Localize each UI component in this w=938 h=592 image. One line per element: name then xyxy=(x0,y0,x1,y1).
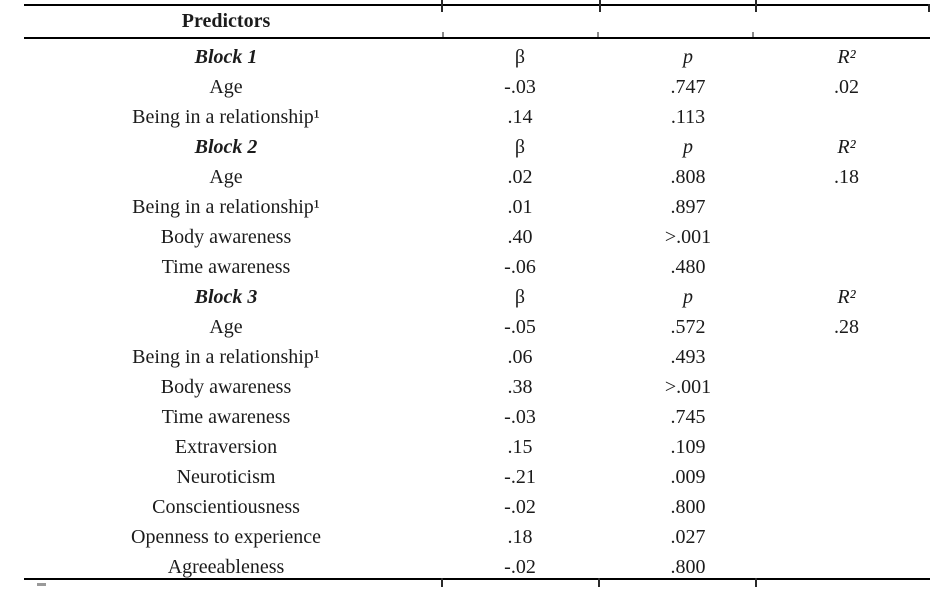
predictor-row: Time awareness -.03 .745 xyxy=(0,402,938,432)
beta-value-cell: .18 xyxy=(507,525,533,548)
table-corner-tick xyxy=(928,4,930,12)
predictor-name-cell: Openness to experience xyxy=(131,525,321,548)
predictor-name-cell: Being in a relationship¹ xyxy=(132,105,320,128)
predictor-name-cell: Agreeableness xyxy=(167,555,285,578)
predictor-name-cell: Age xyxy=(209,75,243,98)
predictor-row: Agreeableness -.02 .800 xyxy=(0,552,938,582)
beta-value-cell: .06 xyxy=(507,345,533,368)
p-value-cell: .800 xyxy=(670,495,706,518)
table-top-rule xyxy=(24,4,930,6)
predictor-row: Body awareness .40 >.001 xyxy=(0,222,938,252)
p-value-cell: .109 xyxy=(670,435,706,458)
predictor-name-cell: Being in a relationship¹ xyxy=(132,195,320,218)
block-header-row: Block 2 β p R² xyxy=(0,132,938,162)
column-border-tick xyxy=(755,578,757,587)
predictor-name-cell: Block 1 xyxy=(194,45,258,68)
beta-value-cell: .14 xyxy=(507,105,533,128)
predictor-name-cell: Body awareness xyxy=(160,375,292,398)
beta-value-cell: -.02 xyxy=(504,555,536,578)
predictor-row: Being in a relationship¹ .01 .897 xyxy=(0,192,938,222)
p-value-cell: .493 xyxy=(670,345,706,368)
beta-value-cell: β xyxy=(514,285,526,308)
predictor-row: Being in a relationship¹ .14 .113 xyxy=(0,102,938,132)
predictor-row: Conscientiousness -.02 .800 xyxy=(0,492,938,522)
r2-value-cell: .28 xyxy=(834,315,859,338)
p-value-cell: p xyxy=(683,135,693,158)
p-value-cell: .027 xyxy=(670,525,706,548)
predictor-name-cell: Being in a relationship¹ xyxy=(132,345,320,368)
beta-value-cell: -.21 xyxy=(504,465,536,488)
predictor-row: Being in a relationship¹ .06 .493 xyxy=(0,342,938,372)
beta-value-cell: .02 xyxy=(507,165,533,188)
column-border-tick xyxy=(752,32,754,37)
p-value-cell: >.001 xyxy=(664,375,712,398)
block-header-row: Block 3 β p R² xyxy=(0,282,938,312)
column-border-tick xyxy=(442,32,444,37)
beta-value-cell: β xyxy=(514,135,526,158)
predictor-row: Openness to experience .18 .027 xyxy=(0,522,938,552)
predictor-name-cell: Time awareness xyxy=(161,255,291,278)
column-border-tick xyxy=(755,0,757,12)
predictor-row: Age -.05 .572 .28 xyxy=(0,312,938,342)
predictor-row: Time awareness -.06 .480 xyxy=(0,252,938,282)
predictor-name-cell: Extraversion xyxy=(174,435,278,458)
column-border-tick xyxy=(597,32,599,37)
predictor-name-cell: Neuroticism xyxy=(176,465,276,488)
p-value-cell: .800 xyxy=(670,555,706,578)
beta-value-cell: β xyxy=(514,45,526,68)
beta-value-cell: .01 xyxy=(507,195,533,218)
p-value-cell: .745 xyxy=(670,405,706,428)
predictor-name-cell: Block 2 xyxy=(194,135,258,158)
p-value-cell: p xyxy=(683,45,693,68)
p-value-cell: .113 xyxy=(670,105,706,128)
p-value-cell: .009 xyxy=(670,465,706,488)
predictor-name-cell: Age xyxy=(209,315,243,338)
table-rows: Block 1 β p R² Age -.03 .747 .02 Being in a rela… xyxy=(0,42,938,582)
predictor-row: Age .02 .808 .18 xyxy=(0,162,938,192)
r2-value-cell: R² xyxy=(837,285,856,308)
predictor-name-cell: Age xyxy=(209,165,243,188)
column-border-tick xyxy=(599,0,601,12)
column-border-tick xyxy=(441,0,443,12)
beta-value-cell: .15 xyxy=(507,435,533,458)
p-value-cell: .480 xyxy=(670,255,706,278)
beta-value-cell: -.03 xyxy=(504,75,536,98)
table-header-rule xyxy=(24,37,930,39)
table-bottom-rule xyxy=(24,578,930,580)
beta-value-cell: -.06 xyxy=(504,255,536,278)
predictor-row: Body awareness .38 >.001 xyxy=(0,372,938,402)
r2-value-cell: R² xyxy=(837,135,856,158)
beta-value-cell: -.05 xyxy=(504,315,536,338)
r2-value-cell: .02 xyxy=(834,75,859,98)
predictor-name-cell: Block 3 xyxy=(194,285,258,308)
table-header-row: Predictors xyxy=(0,6,938,37)
predictor-row: Age -.03 .747 .02 xyxy=(0,72,938,102)
predictor-name-cell: Time awareness xyxy=(161,405,291,428)
p-value-cell: .572 xyxy=(670,315,706,338)
beta-value-cell: .38 xyxy=(507,375,533,398)
predictor-name-cell: Conscientiousness xyxy=(152,495,300,518)
column-header-predictors: Predictors xyxy=(181,10,271,32)
beta-value-cell: -.02 xyxy=(504,495,536,518)
p-value-cell: >.001 xyxy=(664,225,712,248)
column-border-tick xyxy=(598,578,600,587)
beta-value-cell: -.03 xyxy=(504,405,536,428)
p-value-cell: .808 xyxy=(670,165,706,188)
footnote-superscript-artifact xyxy=(37,583,46,586)
p-value-cell: p xyxy=(683,285,693,308)
p-value-cell: .747 xyxy=(670,75,706,98)
p-value-cell: .897 xyxy=(670,195,706,218)
r2-value-cell: R² xyxy=(837,45,856,68)
r2-value-cell: .18 xyxy=(834,165,859,188)
block-header-row: Block 1 β p R² xyxy=(0,42,938,72)
predictor-name-cell: Body awareness xyxy=(160,225,292,248)
predictor-row: Neuroticism -.21 .009 xyxy=(0,462,938,492)
predictor-row: Extraversion .15 .109 xyxy=(0,432,938,462)
beta-value-cell: .40 xyxy=(507,225,533,248)
column-border-tick xyxy=(441,578,443,587)
